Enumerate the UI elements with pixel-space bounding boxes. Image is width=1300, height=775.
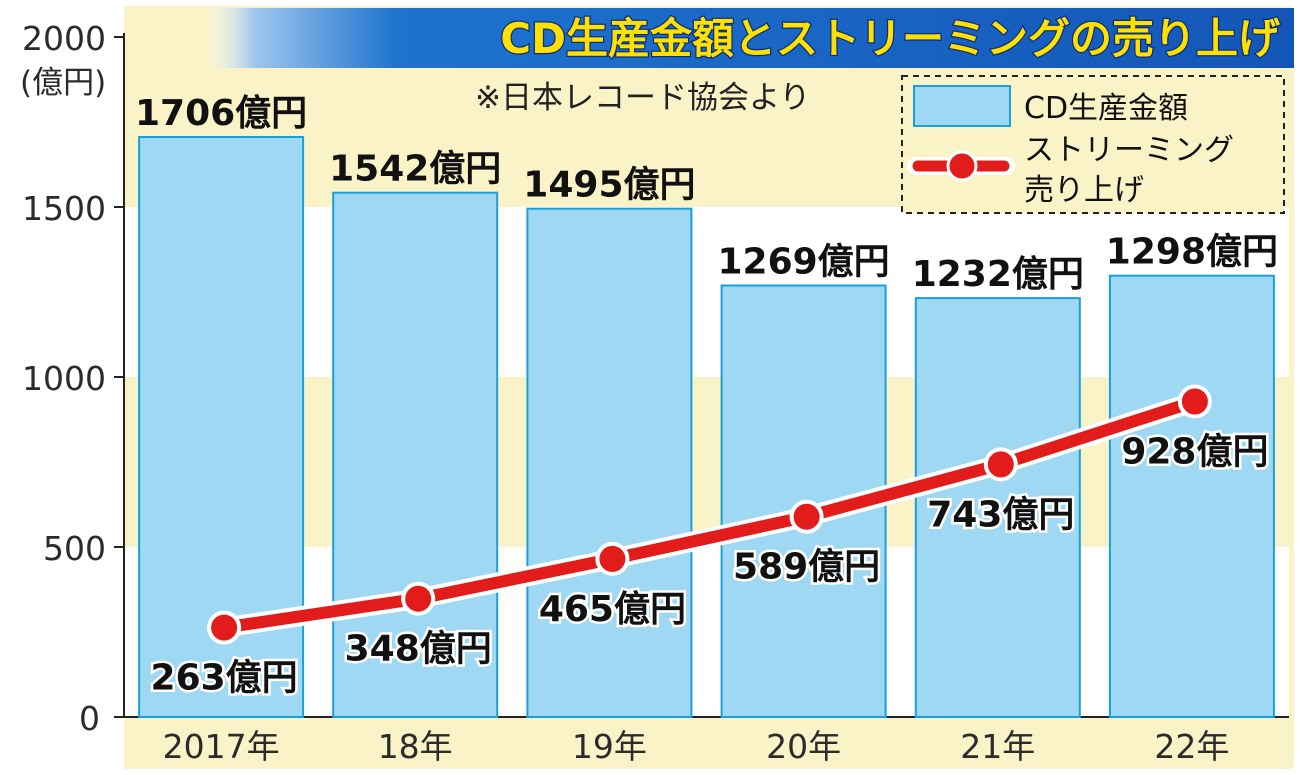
streaming-point-3	[789, 499, 824, 534]
streaming-line	[218, 395, 1201, 634]
y-tick-label-0: 0	[79, 699, 100, 738]
streaming-point-5	[1177, 384, 1212, 419]
legend: CD生産金額 ストリーミング 売り上げ	[901, 75, 1285, 214]
cd-bar-1	[332, 191, 499, 718]
x-axis-labels: 2017年 18年 19年 20年 21年 22年	[163, 727, 1230, 766]
streaming-point-label-4: 743億円	[927, 494, 1074, 535]
bars-layer	[138, 136, 1275, 718]
streaming-point-label-0: 263億円	[151, 658, 298, 699]
y-tick-label-2000: 2000	[22, 19, 106, 58]
x-tick-label-3: 20年	[766, 727, 841, 766]
legend-streaming-marker	[946, 150, 978, 182]
y-tick-label-1500: 1500	[22, 189, 106, 228]
chart-title: CD生産金額とストリーミングの売り上げ	[500, 14, 1280, 63]
streaming-point-label-3: 589億円	[733, 547, 880, 588]
band-white-500-0	[125, 547, 1289, 717]
cd-bar-4	[914, 297, 1081, 718]
title-bar	[200, 8, 1294, 68]
y-axis-unit: (億円)	[20, 65, 106, 101]
cd-bar-label-3: 1269億円	[717, 242, 889, 283]
streaming-point-label-5: 928億円	[1121, 432, 1268, 473]
y-tick-label-1000: 1000	[22, 359, 106, 398]
legend-cd-label: CD生産金額	[1024, 91, 1188, 126]
source-note: ※日本レコード協会より	[475, 80, 810, 116]
streaming-point-0	[207, 610, 242, 645]
streaming-line-layer	[207, 384, 1212, 645]
x-tick-label-2: 19年	[572, 727, 647, 766]
cd-bar-2	[526, 207, 693, 718]
data-labels-layer: 1706億円 1542億円 1495億円 1269億円 1232億円 1298億円 263億…	[135, 93, 1278, 701]
legend-streaming-label-line1: ストリーミング	[1024, 133, 1234, 168]
x-tick-label-1: 18年	[378, 727, 453, 766]
legend-streaming-label-line2: 売り上げ	[1024, 173, 1144, 208]
legend-cd-swatch	[913, 85, 1011, 127]
cd-bar-label-2: 1495億円	[523, 165, 695, 206]
band-white-1500-1000	[125, 207, 1289, 377]
streaming-point-1	[401, 581, 436, 616]
streaming-point-label-2: 465億円	[539, 589, 686, 630]
streaming-point-4	[983, 447, 1018, 482]
cd-bar-label-5: 1298億円	[1106, 232, 1278, 273]
cd-bar-label-0: 1706億円	[135, 93, 307, 134]
streaming-point-2	[595, 541, 630, 576]
legend-box	[901, 75, 1285, 214]
cd-bar-label-1: 1542億円	[329, 149, 501, 190]
left-margin-white	[6, 6, 124, 769]
cd-bar-5	[1108, 274, 1275, 718]
y-tick-label-500: 500	[43, 529, 106, 568]
cd-bar-label-4: 1232億円	[912, 254, 1084, 295]
x-tick-label-5: 22年	[1154, 727, 1229, 766]
y-axis: 2000 (億円) 1500 1000 500 0	[20, 19, 124, 738]
x-tick-label-0: 2017年	[163, 727, 280, 766]
x-tick-label-4: 21年	[960, 727, 1035, 766]
streaming-point-label-1: 348億円	[345, 629, 492, 670]
